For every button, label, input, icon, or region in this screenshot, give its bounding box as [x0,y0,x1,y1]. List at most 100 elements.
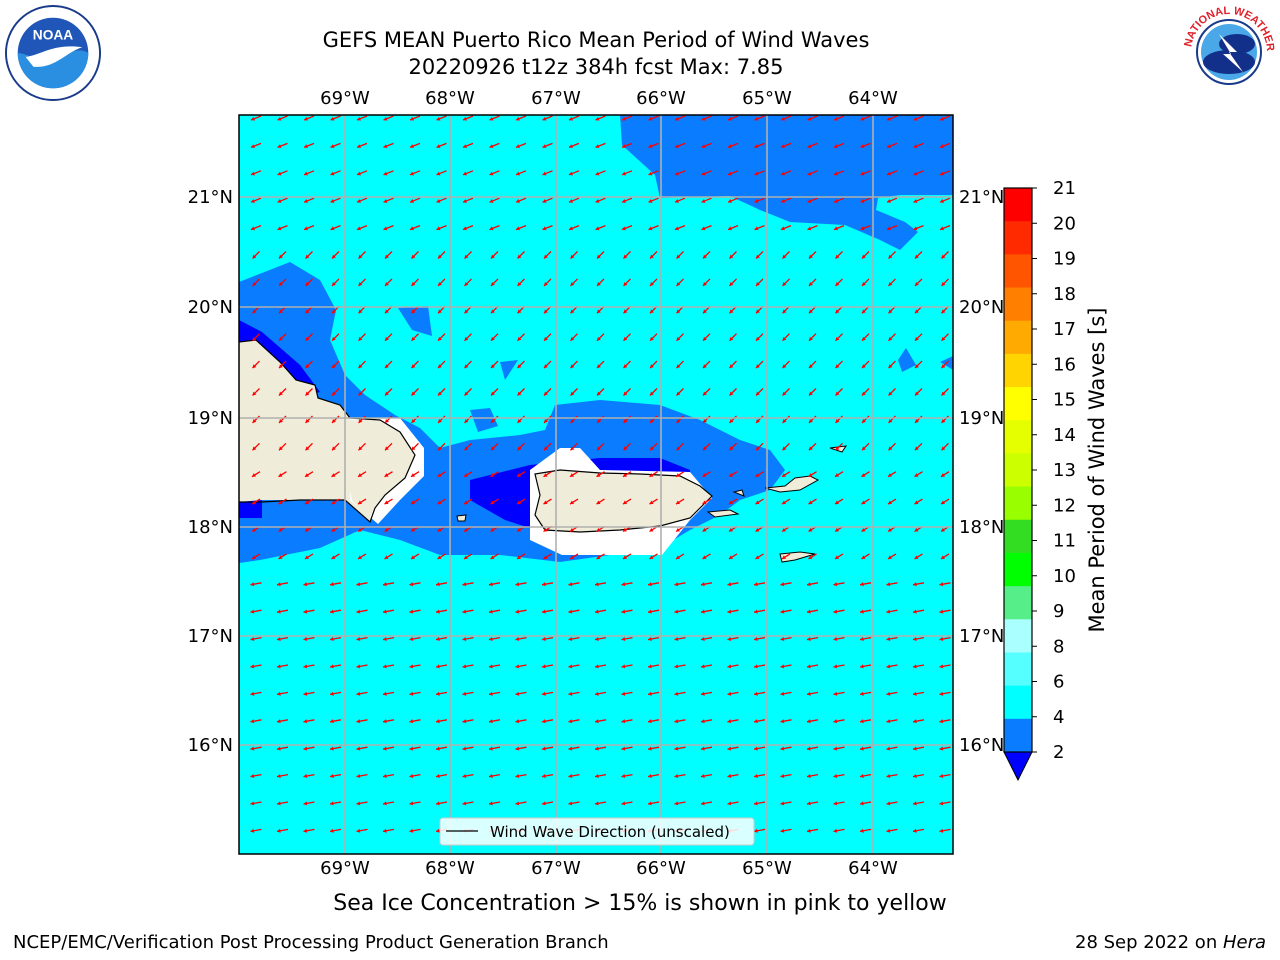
wind-wave-arrow [488,773,501,779]
wind-wave-arrow [807,197,818,203]
wind-wave-arrow [568,664,580,669]
wind-wave-arrow [912,691,925,696]
wind-wave-arrow [382,664,395,669]
wind-wave-arrow [729,388,737,396]
wind-wave-arrow [806,828,819,833]
wind-wave-arrow [647,582,660,587]
wind-wave-arrow [676,278,684,287]
wind-wave-arrow [303,746,315,751]
wind-wave-arrow [621,801,633,806]
wind-wave-arrow [675,553,685,560]
wind-wave-arrow [808,553,817,560]
wind-wave-arrow [647,636,660,642]
wind-wave-arrow [437,278,446,287]
nws-logo-icon: NATIONAL WEATHER SERVICE [1178,0,1276,98]
wind-wave-arrow [277,170,288,176]
wind-wave-arrow [568,170,580,176]
wind-wave-arrow [250,746,262,751]
colorbar-tick-label: 14 [1053,425,1076,446]
colorbar-segment [1004,552,1032,587]
wind-wave-arrow [939,719,951,724]
wind-wave-arrow [331,251,340,259]
wind-wave-arrow [808,498,817,505]
wind-wave-arrow [939,609,951,614]
wind-wave-arrow [303,719,315,724]
wind-wave-arrow [251,553,261,560]
colorbar-segment [1004,287,1032,322]
wind-wave-arrow [596,360,605,369]
wind-wave-arrow [913,170,924,176]
wind-wave-arrow [543,333,552,342]
wind-wave-arrow [674,801,686,806]
wind-wave-arrow [939,142,951,149]
wind-wave-arrow [886,746,898,751]
wind-wave-arrow [356,197,368,203]
wind-wave-arrow [437,498,446,505]
wind-wave-arrow [674,609,686,614]
wind-wave-arrow [833,115,845,121]
wind-wave-arrow [676,333,684,342]
colorbar-tick-label: 19 [1053,249,1076,270]
wind-wave-arrow [356,801,368,806]
wind-wave-arrow [305,415,313,424]
wind-wave-arrow [384,553,393,560]
wind-wave-arrow [729,333,737,342]
wind-wave-arrow [702,415,711,424]
wind-wave-arrow [278,498,287,505]
wind-wave-arrow [594,691,607,696]
lon-label-bottom: 66°W [636,858,686,879]
wind-wave-arrow [250,142,262,149]
wind-wave-arrow [570,333,578,342]
wind-wave-arrow [409,828,421,833]
wind-wave-arrow [914,471,923,478]
wind-wave-arrow [356,773,368,779]
wind-wave-arrow [437,251,446,259]
wind-wave-arrow [674,719,686,724]
noaa-logo-icon: NOAA [4,4,102,102]
wind-wave-arrow [464,251,472,259]
wind-wave-arrow [755,278,764,287]
wind-wave-arrow [409,142,421,149]
wind-wave-arrow [859,773,872,779]
wind-wave-arrow [700,609,713,614]
wind-wave-arrow [887,498,897,505]
wind-wave-arrow [621,582,633,587]
chart-title: GEFS MEAN Puerto Rico Mean Period of Win… [322,28,870,52]
wind-wave-arrow [886,609,898,614]
wind-wave-arrow [755,442,764,451]
wind-wave-arrow [437,360,446,369]
wind-wave-arrow [303,801,315,806]
wind-wave-arrow [808,442,817,451]
wind-wave-arrow [701,142,712,149]
wind-wave-arrow [912,609,925,614]
wind-wave-arrow [411,278,419,287]
wind-wave-arrow [435,609,448,614]
wind-wave-arrow [781,498,791,505]
wind-wave-arrow [702,498,711,505]
wind-wave-arrow [701,224,712,231]
colorbar-segment [1004,420,1032,454]
wind-wave-arrow [623,278,631,287]
wind-wave-arrow [833,582,845,587]
wind-wave-arrow [701,197,712,203]
wind-wave-arrow [277,115,288,121]
wind-wave-arrow [594,609,607,614]
wind-wave-arrow [543,498,552,505]
wind-wave-arrow [331,471,340,478]
wind-wave-arrow [755,333,764,342]
wind-wave-arrow [462,582,474,587]
wind-wave-arrow [861,498,870,505]
wind-wave-arrow [515,746,527,751]
wind-wave-arrow [754,142,765,149]
wind-wave-arrow [305,360,313,369]
wind-wave-arrow [912,664,925,669]
wind-wave-arrow [570,360,578,369]
wind-wave-arrow [278,471,287,478]
wind-wave-arrow [649,415,658,424]
wind-wave-arrow [886,582,898,587]
wind-wave-arrow [700,719,713,724]
wind-wave-arrow [780,224,792,231]
wind-wave-arrow [886,828,898,833]
wind-wave-arrow [356,746,368,751]
